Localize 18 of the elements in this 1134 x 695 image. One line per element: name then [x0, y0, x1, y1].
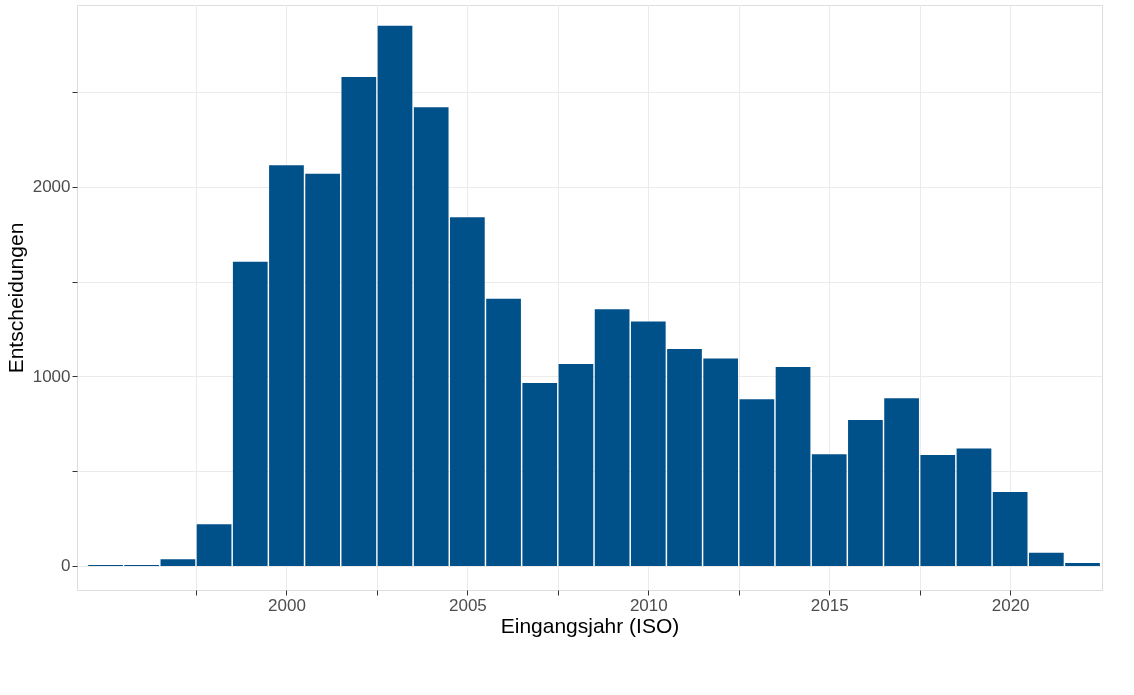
x-tick-label: 2015	[810, 595, 849, 615]
bar	[160, 559, 196, 566]
x-tick-label: 2005	[448, 595, 487, 615]
x-axis-title: Eingangsjahr (ISO)	[500, 613, 680, 637]
x-tick-label: 2010	[629, 595, 668, 615]
bar	[558, 364, 594, 566]
x-tick-label: 2020	[991, 595, 1030, 615]
bar	[377, 25, 413, 566]
bar	[196, 524, 232, 566]
bar	[775, 366, 811, 566]
bar	[956, 448, 992, 566]
y-axis-title: Entscheidungen	[3, 222, 27, 374]
y-tick-label: 0	[61, 556, 71, 576]
x-tick-label: 2000	[268, 595, 306, 615]
y-tick-label: 2000	[32, 177, 71, 197]
bar	[594, 309, 630, 566]
bar	[739, 399, 775, 566]
y-tick-label: 1000	[32, 366, 71, 386]
